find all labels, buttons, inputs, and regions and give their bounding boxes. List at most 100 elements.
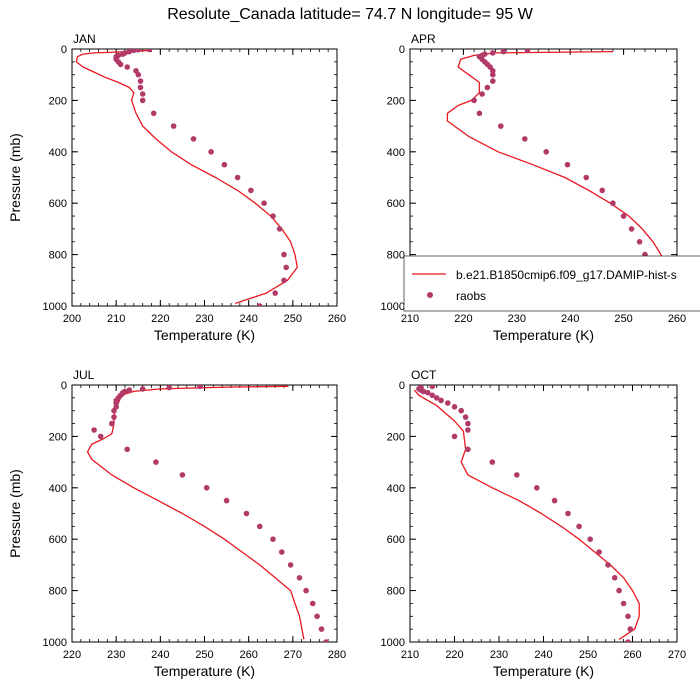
x-tick-label: 220 <box>63 649 81 661</box>
raobs-point <box>190 136 197 142</box>
raobs-point <box>429 392 436 399</box>
legend-box <box>403 255 700 312</box>
raobs-point <box>126 49 133 55</box>
legend-obs-swatch <box>427 292 433 298</box>
x-tick-label: 270 <box>284 649 302 661</box>
raobs-point <box>462 414 469 420</box>
raobs-point <box>139 91 146 97</box>
raobs-point <box>283 264 290 271</box>
raobs-point <box>126 387 133 393</box>
model-line <box>75 49 298 305</box>
raobs-point <box>636 239 643 245</box>
y-tick-label: 0 <box>399 380 405 392</box>
raobs-point <box>287 562 294 568</box>
raobs-point <box>438 397 444 404</box>
y-tick-label: 800 <box>49 586 67 598</box>
raobs-point <box>197 385 203 390</box>
raobs-point <box>318 626 325 632</box>
y-tick-label: 400 <box>387 483 405 495</box>
y-tick-label: 1000 <box>43 637 67 649</box>
raobs-point <box>514 472 520 478</box>
raobs-point <box>433 395 440 401</box>
x-tick-label: 260 <box>623 649 641 661</box>
raobs-point <box>137 78 144 84</box>
x-tick-label: 230 <box>195 313 213 325</box>
raobs-point <box>234 174 241 181</box>
raobs-point <box>610 200 616 206</box>
x-axis-label: Temperature (K) <box>154 327 255 343</box>
x-tick-label: 260 <box>668 313 686 325</box>
legend: b.e21.B1850cmip6.f09_g17.DAMIP-hist-s ra… <box>403 255 700 312</box>
panel-jan: 200 210 220 230 240 250 260 0 200 400 600 800 1000 JA… <box>7 32 346 343</box>
plot-data <box>446 49 666 306</box>
raobs-point <box>223 497 230 504</box>
raobs-point <box>543 149 549 155</box>
y-axis-label: Pressure (mb) <box>7 469 23 558</box>
raobs-point <box>490 71 496 78</box>
y-tick-label: 400 <box>387 147 405 159</box>
raobs-point <box>565 510 571 517</box>
raobs-point <box>564 161 571 168</box>
raobs-point <box>611 575 618 581</box>
model-line <box>413 389 640 640</box>
x-tick-label: 200 <box>63 313 81 325</box>
raobs-point <box>524 49 531 54</box>
x-tick-label: 280 <box>328 649 346 661</box>
x-tick-label: 250 <box>195 649 213 661</box>
legend-obs-label: raobs <box>456 289 486 303</box>
plot-data <box>86 385 329 642</box>
raobs-point <box>476 110 483 117</box>
raobs-point <box>256 523 263 530</box>
panel-oct: 210 220 230 240 250 260 270 0 200 400 600 800 1000 OC… <box>381 368 687 679</box>
raobs-point <box>490 50 496 56</box>
plot-data <box>413 385 640 642</box>
panel-title: APR <box>411 32 436 46</box>
raobs-point <box>261 200 267 206</box>
x-tick-label: 210 <box>401 649 419 661</box>
raobs-point <box>281 277 287 284</box>
raobs-point <box>111 414 117 420</box>
raobs-point <box>109 420 115 427</box>
y-tick-label: 200 <box>387 431 405 443</box>
raobs-point <box>620 213 627 219</box>
raobs-point <box>248 187 254 194</box>
raobs-point <box>445 400 451 406</box>
raobs-point <box>208 149 214 155</box>
raobs-point <box>628 226 635 232</box>
raobs-point <box>91 427 97 433</box>
raobs-point <box>534 485 540 491</box>
raobs-point <box>479 91 485 97</box>
raobs-point <box>153 459 159 465</box>
x-tick-label: 260 <box>328 313 346 325</box>
raobs-point <box>583 174 589 181</box>
x-tick-label: 250 <box>614 313 632 325</box>
raobs-point <box>314 613 320 620</box>
raobs-point <box>599 187 605 194</box>
x-tick-label: 230 <box>107 649 125 661</box>
y-tick-label: 1000 <box>381 301 405 313</box>
x-tick-label: 250 <box>284 313 302 325</box>
panel-jul: 220 230 240 250 260 270 280 0 200 400 600 800 1000 JU… <box>7 368 346 679</box>
y-tick-label: 0 <box>399 44 405 56</box>
raobs-point <box>490 78 496 84</box>
x-axis-label: Temperature (K) <box>493 663 594 679</box>
y-tick-label: 600 <box>387 534 405 546</box>
raobs-point <box>620 600 627 607</box>
plot-data <box>75 49 298 306</box>
raobs-point <box>146 49 153 53</box>
panel-title: JUL <box>73 368 95 382</box>
raobs-point <box>627 626 634 632</box>
raobs-point <box>587 536 593 542</box>
raobs-point <box>451 433 458 440</box>
y-tick-label: 200 <box>49 431 67 443</box>
y-tick-label: 800 <box>387 586 405 598</box>
y-tick-label: 1000 <box>43 301 67 313</box>
raobs-point <box>309 600 316 607</box>
x-tick-label: 220 <box>151 313 169 325</box>
y-tick-label: 800 <box>49 250 67 262</box>
raobs-point <box>122 388 128 395</box>
raobs-point <box>131 49 137 54</box>
raobs-point <box>418 385 424 391</box>
raobs-point <box>256 303 263 306</box>
